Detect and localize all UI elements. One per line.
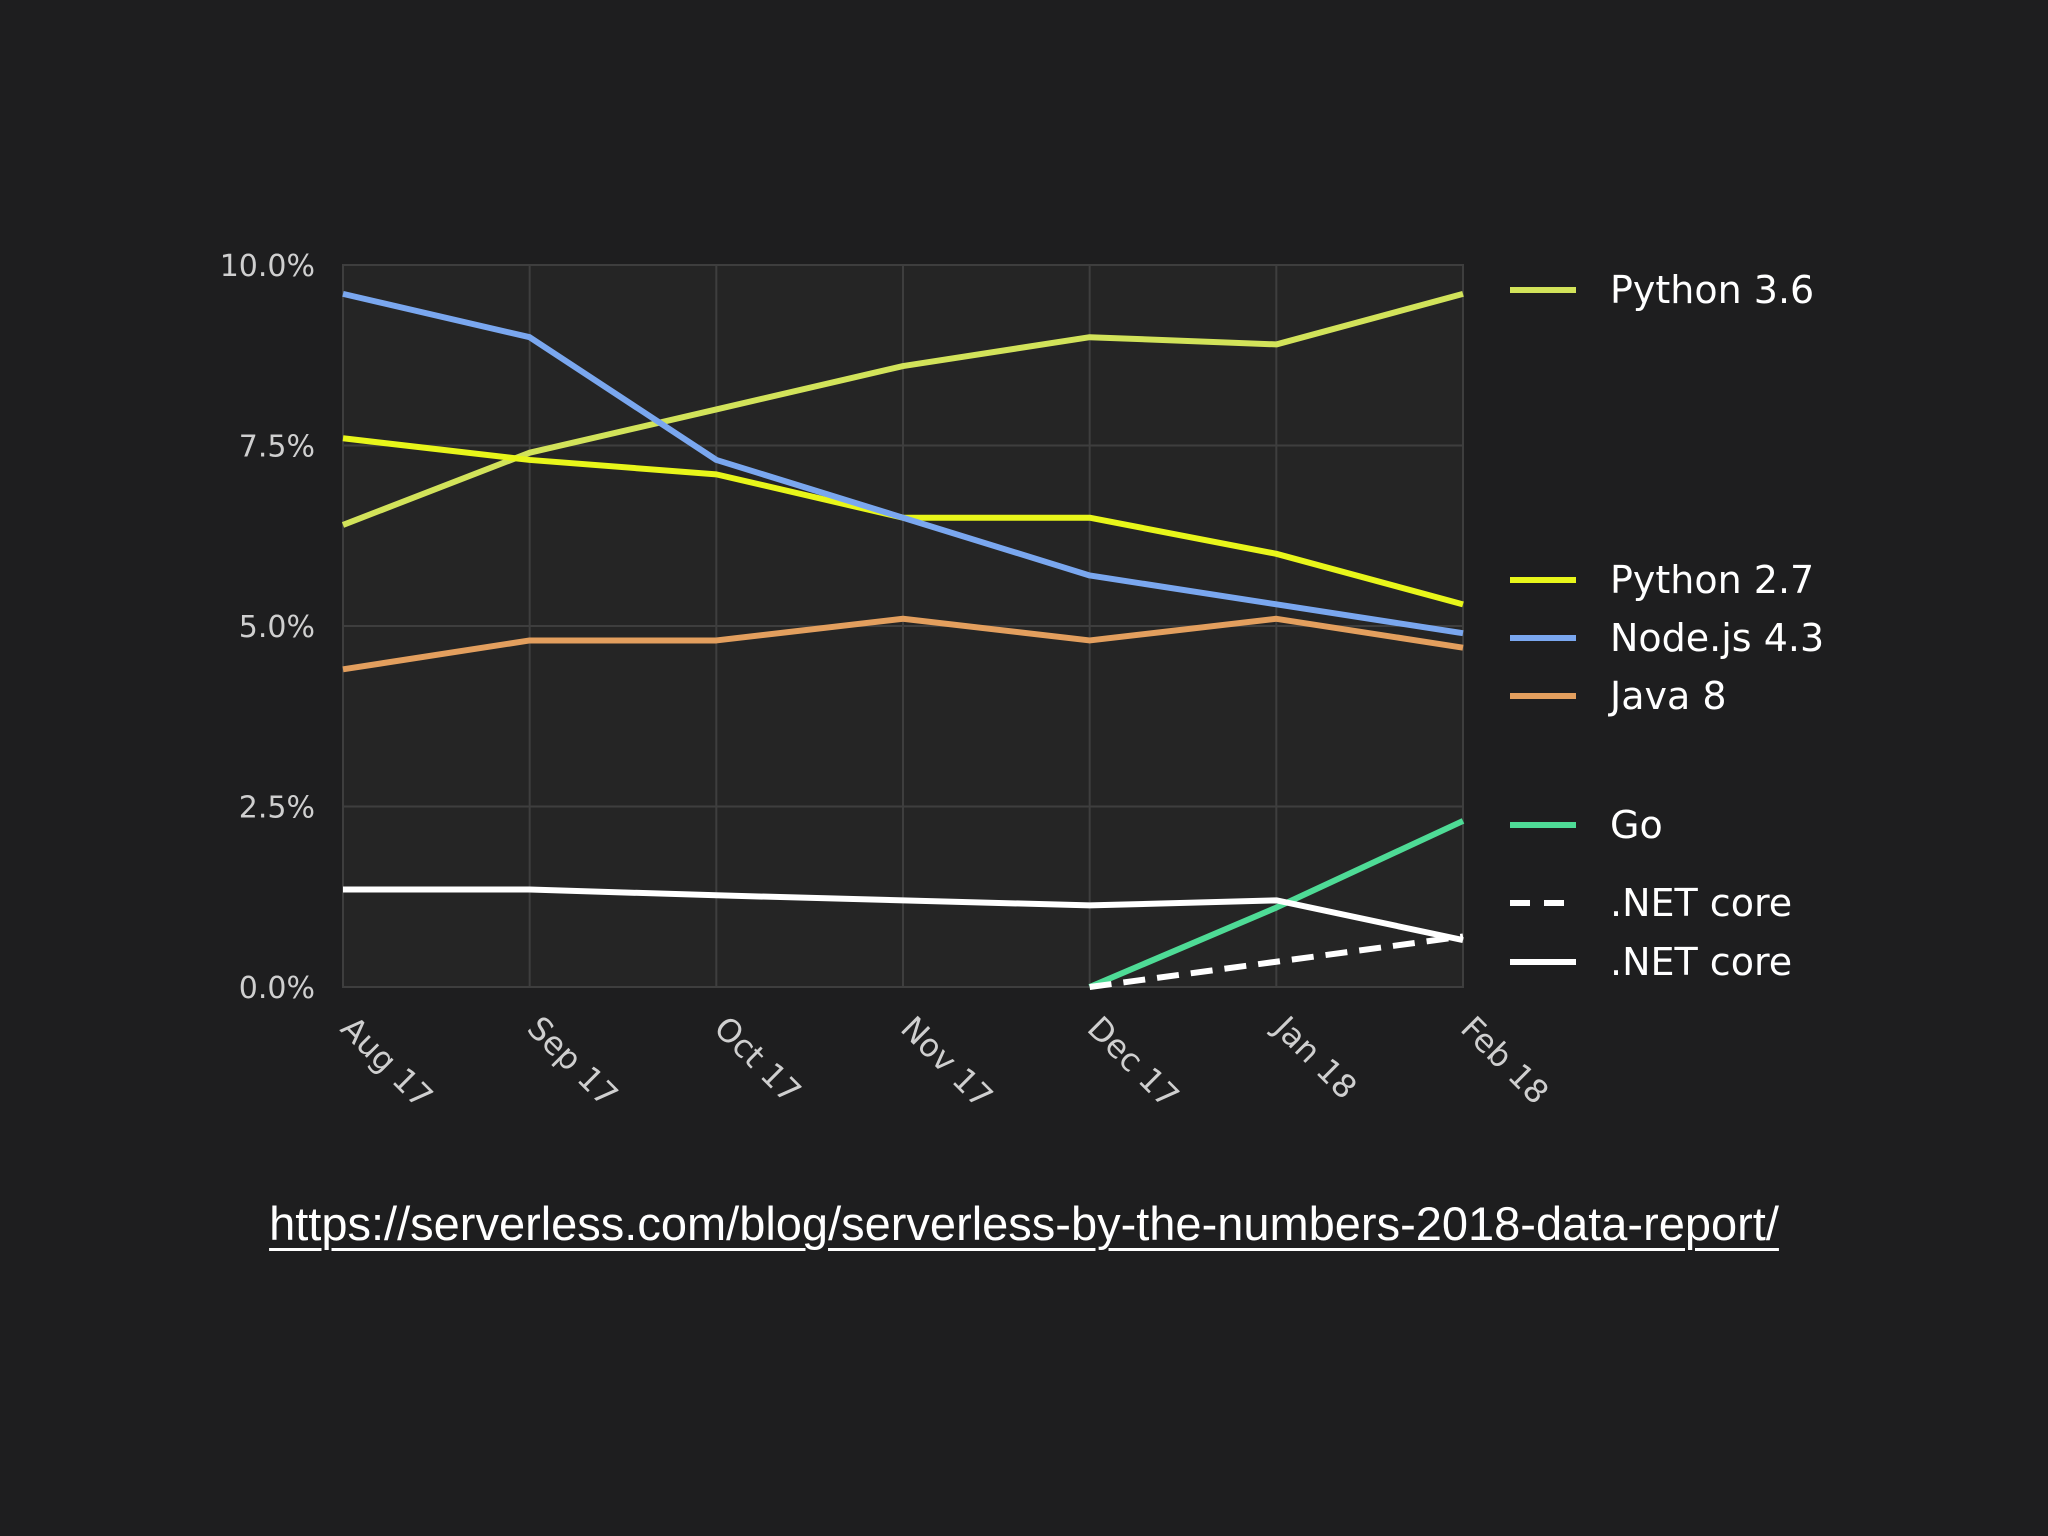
x-tick-label: Sep 17 <box>520 1009 626 1115</box>
y-axis-ticks: 0.0% 2.5% 5.0% 7.5% 10.0% <box>220 249 315 1006</box>
x-axis-ticks: Aug 17 Sep 17 Oct 17 Nov 17 Dec 17 Jan 18 Feb … <box>333 1007 1556 1115</box>
x-tick-label: Dec 17 <box>1080 1009 1187 1116</box>
legend: Python 3.6 Python 2.7 Node.js 4.3 Java 8 Go.… <box>1510 268 1824 984</box>
x-tick-label: Jan 18 <box>1265 1007 1364 1106</box>
x-tick-label: Feb 18 <box>1453 1009 1556 1112</box>
series-line-3 <box>342 615 1464 673</box>
legend-label: .NET core <box>1610 881 1792 925</box>
legend-label: Python 2.7 <box>1610 558 1814 602</box>
x-tick-label: Oct 17 <box>707 1009 809 1111</box>
legend-label: .NET core <box>1610 940 1792 984</box>
series-line-2 <box>342 290 1464 637</box>
legend-label: Node.js 4.3 <box>1610 616 1824 660</box>
y-tick-label: 0.0% <box>239 971 315 1006</box>
legend-label: Java 8 <box>1608 674 1727 718</box>
source-link[interactable]: https://serverless.com/blog/serverless-b… <box>269 1197 1779 1250</box>
series-line-0 <box>341 290 1464 528</box>
x-tick-label: Aug 17 <box>333 1009 440 1116</box>
series-line-4 <box>1088 818 1465 990</box>
line-chart: 0.0% 2.5% 5.0% 7.5% 10.0% Aug 17 Sep 17 Oct 17… <box>220 249 1824 1116</box>
series-line-6 <box>343 886 1464 944</box>
series-lines <box>341 290 1465 990</box>
x-tick-label: Nov 17 <box>893 1009 1000 1116</box>
legend-label: Go <box>1610 803 1663 847</box>
gridlines <box>342 264 1464 988</box>
y-tick-label: 5.0% <box>239 610 315 645</box>
y-tick-label: 10.0% <box>220 249 315 284</box>
legend-label: Python 3.6 <box>1610 268 1814 312</box>
series-line-dashed-5 <box>1089 933 1464 990</box>
y-tick-label: 7.5% <box>239 430 315 465</box>
y-tick-label: 2.5% <box>239 791 315 826</box>
